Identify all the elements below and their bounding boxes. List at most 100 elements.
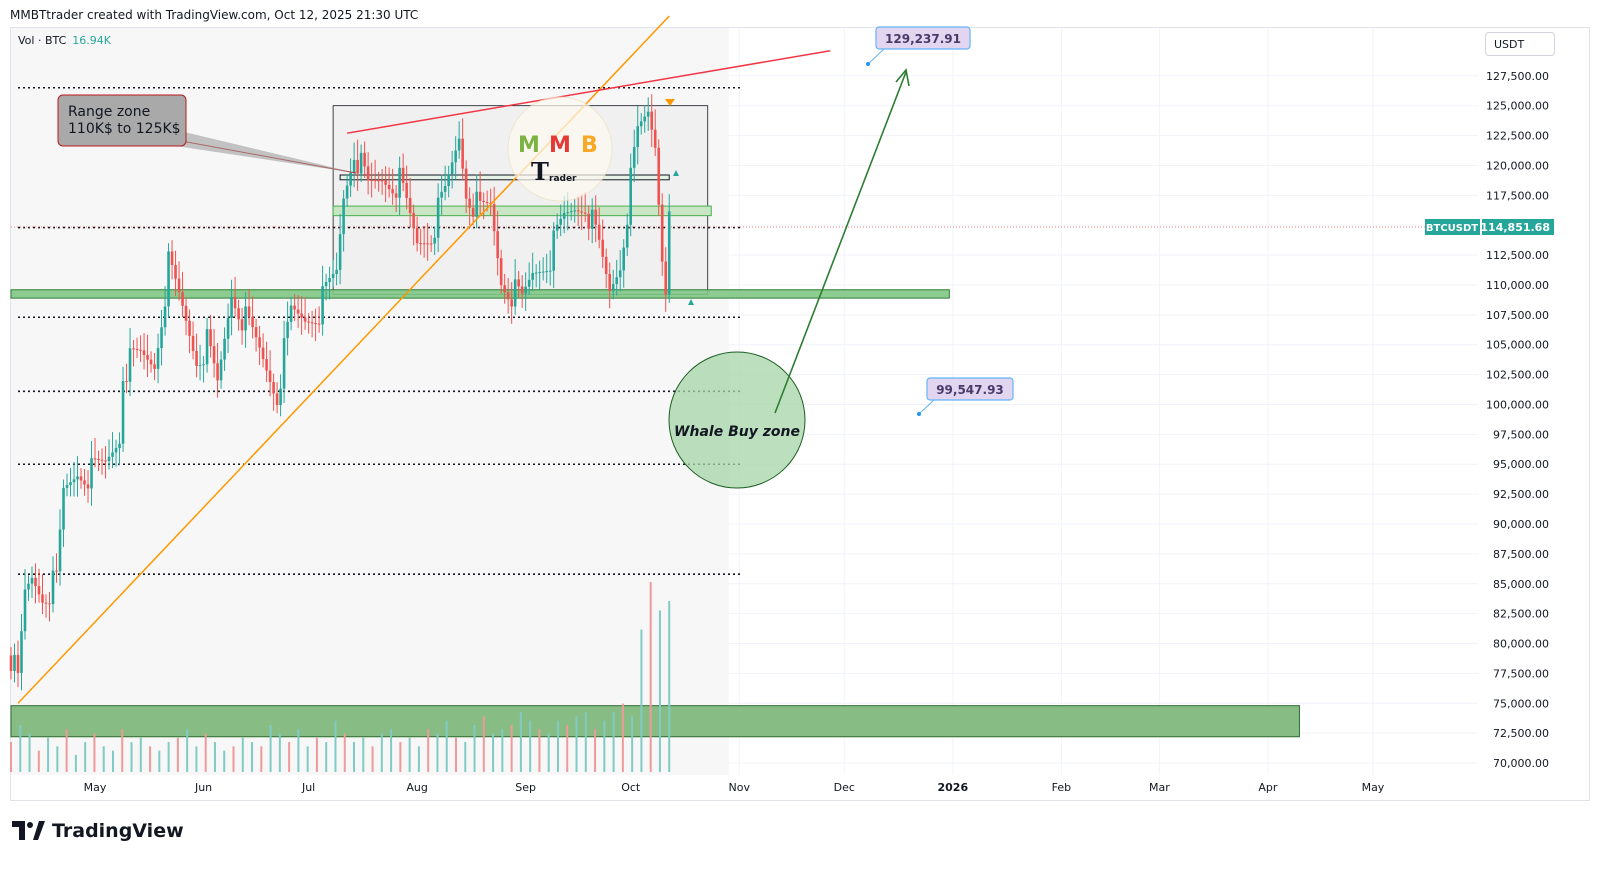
candle-body: [590, 209, 594, 229]
candle-body: [289, 305, 293, 322]
candle-body: [212, 346, 216, 364]
candle-body: [569, 211, 573, 213]
candle-body: [552, 230, 555, 271]
x-tick-label: Jun: [194, 781, 212, 794]
candle-body: [41, 594, 44, 603]
tradingview-logo-text: TradingView: [52, 820, 184, 842]
candle-body: [604, 256, 608, 274]
candle-body: [426, 243, 429, 245]
candle-body: [216, 363, 219, 381]
projection-arrow: [774, 71, 907, 414]
y-tick-label: 117,500.00: [1486, 189, 1549, 202]
volume-bar: [28, 733, 31, 772]
candle-body: [405, 182, 408, 198]
candle-body: [58, 529, 62, 572]
candle-body: [573, 210, 576, 212]
x-tick-label: Dec: [834, 781, 855, 794]
candle-body: [597, 224, 601, 240]
volume-bar: [482, 716, 485, 772]
candle-body: [114, 448, 118, 453]
symbol-tag-label: BTCUSDT: [1426, 223, 1478, 234]
candle-body: [132, 348, 135, 350]
candle-body: [188, 320, 191, 336]
candle-body: [324, 282, 328, 287]
candle-body: [65, 485, 69, 488]
target-low-pointer: [918, 399, 935, 415]
candle-body: [384, 180, 387, 185]
brand-logo-circle: [507, 96, 613, 202]
candle-body: [331, 273, 335, 279]
red-resistance-line: [346, 49, 831, 134]
candle-body: [258, 337, 261, 348]
volume-bar: [19, 724, 22, 772]
volume-bar: [223, 750, 226, 772]
candle-body: [83, 480, 86, 485]
volume-bar: [213, 742, 216, 772]
candle-body: [366, 166, 370, 181]
y-tick-label: 92,500.00: [1493, 488, 1549, 501]
candle-body: [478, 191, 482, 201]
x-tick-label: Nov: [729, 781, 751, 794]
volume-bar: [584, 712, 587, 772]
candle-body: [153, 364, 156, 369]
candle-body: [226, 317, 230, 339]
candle-body: [419, 243, 422, 245]
candle-body: [391, 189, 394, 194]
candle-body: [314, 322, 317, 324]
candle-body: [160, 327, 163, 349]
candle-body: [48, 603, 51, 605]
volume-bar: [658, 610, 661, 772]
candle-body: [468, 198, 471, 208]
x-tick-label: May: [84, 781, 107, 794]
candle-body: [643, 116, 647, 122]
candle-body: [76, 476, 79, 480]
volume-bar: [612, 712, 615, 772]
volume-bar: [65, 729, 68, 772]
candle-body: [247, 306, 251, 317]
candle-body: [559, 218, 562, 225]
range-zone-callout: [57, 94, 187, 147]
candle-body: [86, 484, 90, 489]
range-zone-label-line2: 110K$ to 125K$: [68, 121, 181, 137]
candle-body: [72, 479, 76, 483]
volume-bar: [408, 737, 411, 772]
volume-legend: Vol · BTC 16.94K: [18, 34, 111, 47]
candle-body: [342, 198, 345, 235]
candle-body: [93, 458, 97, 460]
volume-bar: [538, 729, 541, 772]
volume-bar: [343, 733, 346, 772]
range-zone-label-line1: Range zone: [68, 104, 150, 120]
candle-body: [233, 297, 237, 309]
candle-body: [611, 284, 615, 291]
candle-body: [219, 359, 223, 381]
volume-bar: [427, 729, 430, 772]
last-price-tag-label: 114,851.68: [1480, 221, 1550, 234]
volume-bar: [399, 742, 402, 772]
volume-bar: [121, 729, 124, 772]
candle-body: [461, 138, 464, 169]
y-tick-label: 90,000.00: [1493, 518, 1549, 531]
brand-logo-word: rader: [549, 174, 577, 184]
candle-body: [125, 381, 128, 383]
candle-body: [387, 184, 391, 190]
currency-button[interactable]: USDT: [1485, 32, 1555, 56]
candle-body: [296, 309, 300, 314]
volume-bar: [204, 733, 207, 772]
support-band-zone: [10, 289, 950, 299]
candle-body: [307, 321, 310, 323]
target-low-label: 99,547.93: [936, 383, 1004, 397]
x-tick-label: Apr: [1258, 781, 1278, 794]
y-tick-label: 97,500.00: [1493, 428, 1549, 441]
volume-bar: [288, 742, 291, 772]
candle-body: [608, 273, 612, 291]
x-tick-label: 2026: [938, 781, 969, 794]
tradingview-logo[interactable]: TradingView: [12, 820, 184, 842]
volume-bar: [371, 746, 374, 772]
volume-bar: [473, 724, 476, 772]
volume-bar: [176, 737, 179, 772]
candle-body: [447, 174, 450, 187]
candle-body: [303, 317, 307, 322]
candle-body: [401, 167, 405, 183]
candle-body: [240, 319, 244, 331]
